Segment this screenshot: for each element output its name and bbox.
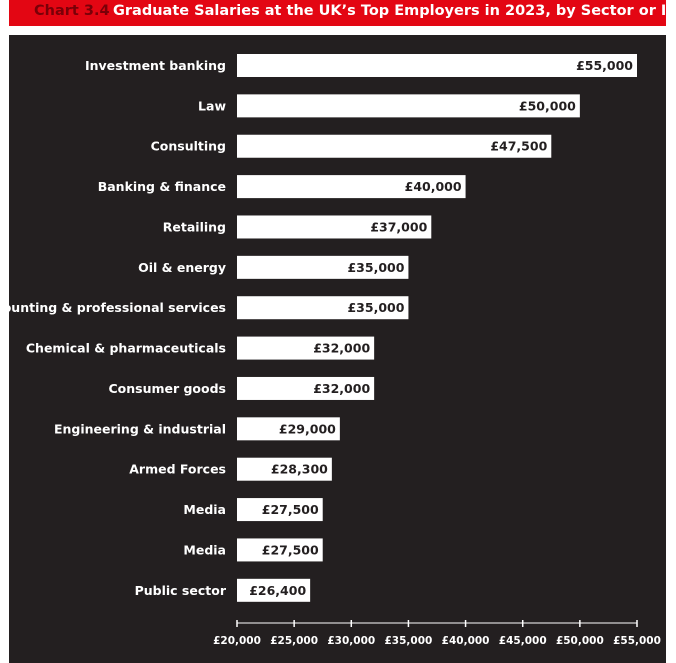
category-label: Media — [183, 502, 226, 517]
value-label: £27,500 — [262, 502, 319, 517]
x-tick-label: £45,000 — [499, 635, 547, 647]
value-label: £28,300 — [271, 462, 328, 477]
bar — [237, 175, 466, 199]
x-tick-label: £25,000 — [270, 635, 318, 647]
category-label: Consulting — [151, 139, 226, 154]
category-label: Public sector — [135, 583, 227, 598]
value-label: £35,000 — [347, 260, 404, 275]
chart-number-label: Chart 3.4 — [34, 3, 110, 19]
bar-chart: Investment banking £55,000 Law £50,000 Consu… — [9, 54, 661, 647]
x-tick-label: £40,000 — [442, 635, 490, 647]
bar — [237, 336, 375, 360]
title-bar: Chart 3.4 Graduate Salaries at the UK’s … — [9, 0, 666, 26]
category-label: Investment banking — [85, 58, 226, 73]
category-label: Accounting & professional services — [9, 300, 226, 315]
bar — [237, 296, 409, 320]
category-label: Media — [183, 542, 226, 557]
value-label: £50,000 — [519, 98, 576, 113]
bar — [237, 94, 580, 118]
bar — [237, 215, 432, 239]
bar — [237, 457, 332, 481]
value-label: £32,000 — [313, 341, 370, 356]
value-label: £29,000 — [279, 421, 336, 436]
x-tick-label: £55,000 — [613, 635, 661, 647]
x-tick-label: £30,000 — [327, 635, 375, 647]
bar — [237, 255, 409, 279]
bar — [237, 578, 311, 602]
bar — [237, 54, 637, 77]
value-label: £40,000 — [405, 179, 462, 194]
category-label: Oil & energy — [138, 260, 226, 275]
value-label: £47,500 — [490, 139, 547, 154]
bar — [237, 538, 323, 562]
x-tick-label: £20,000 — [213, 635, 261, 647]
value-label: £37,000 — [370, 219, 427, 234]
category-label: Retailing — [163, 219, 226, 234]
value-label: £26,400 — [249, 583, 306, 598]
category-label: Consumer goods — [108, 381, 226, 396]
chart-title: Graduate Salaries at the UK’s Top Employ… — [113, 3, 666, 19]
value-label: £32,000 — [313, 381, 370, 396]
bar — [237, 134, 552, 158]
bar — [237, 417, 340, 441]
category-label: Law — [198, 98, 226, 113]
bar — [237, 498, 323, 522]
category-label: Armed Forces — [129, 462, 226, 477]
x-tick-label: £35,000 — [385, 635, 433, 647]
bar — [237, 376, 375, 400]
value-label: £27,500 — [262, 542, 319, 557]
value-label: £35,000 — [347, 300, 404, 315]
x-tick-label: £50,000 — [556, 635, 604, 647]
category-label: Engineering & industrial — [54, 421, 226, 436]
category-label: Chemical & pharmaceuticals — [26, 341, 226, 356]
value-label: £55,000 — [576, 58, 633, 73]
category-label: Banking & finance — [98, 179, 226, 194]
chart-panel: Investment banking £55,000 Law £50,000 Consu… — [9, 35, 666, 663]
